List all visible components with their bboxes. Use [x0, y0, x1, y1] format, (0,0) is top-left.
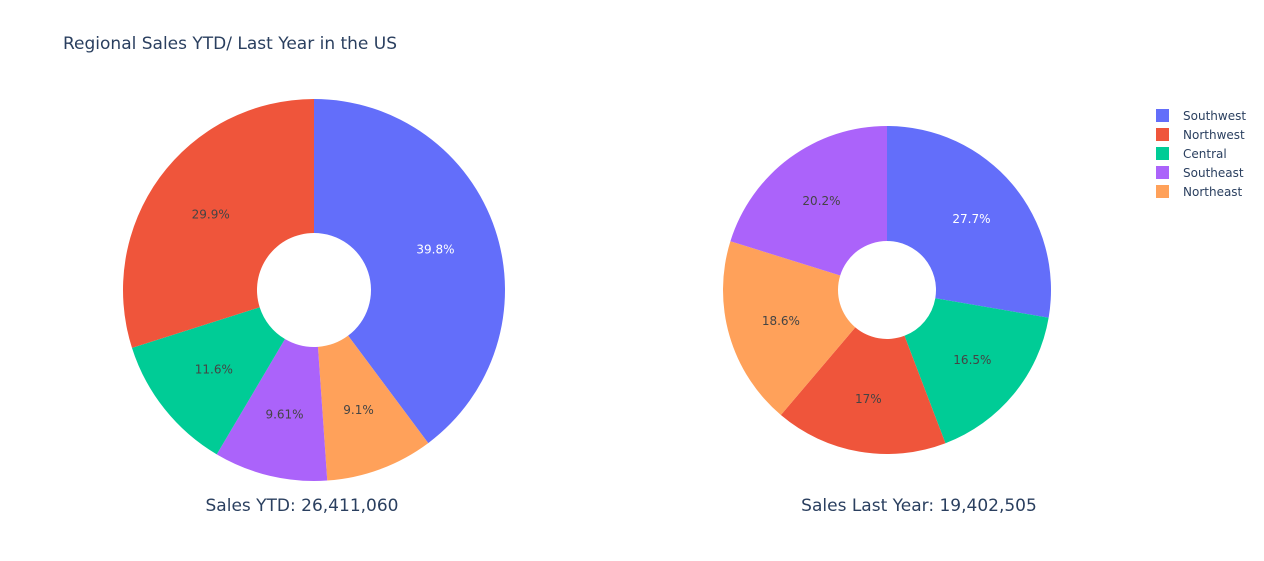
slice-percent-label: 9.1%: [343, 403, 374, 417]
legend-item[interactable]: Central: [1156, 144, 1246, 163]
legend-label: Northeast: [1183, 184, 1243, 199]
slice-percent-label: 18.6%: [762, 314, 800, 328]
legend-item[interactable]: Southeast: [1156, 163, 1246, 182]
chart-title: Regional Sales YTD/ Last Year in the US: [63, 34, 398, 54]
legend-swatch: [1156, 185, 1169, 198]
slice-percent-label: 29.9%: [192, 207, 230, 221]
legend-label: Southeast: [1183, 165, 1244, 180]
pie-slice-southeast[interactable]: [216, 339, 328, 481]
slice-percent-label: 27.7%: [952, 212, 990, 226]
slice-percent-label: 20.2%: [802, 194, 840, 208]
pie-slice-central[interactable]: [131, 307, 285, 455]
legend-item[interactable]: Northeast: [1156, 182, 1246, 201]
pie-slice-northwest[interactable]: [780, 327, 946, 454]
slice-percent-label: 17%: [855, 392, 882, 406]
slice-percent-label: 11.6%: [195, 363, 233, 377]
pie-slice-central[interactable]: [904, 298, 1049, 444]
pie-slice-northeast[interactable]: [723, 241, 856, 416]
pie-slice-southeast[interactable]: [730, 126, 887, 276]
slice-percent-label: 16.5%: [953, 353, 991, 367]
pie-slice-southwest[interactable]: [887, 126, 1052, 318]
legend-item[interactable]: Southwest: [1156, 106, 1246, 125]
slice-percent-label: 39.8%: [416, 243, 454, 257]
pie-slice-northeast[interactable]: [317, 335, 429, 481]
slice-percent-label: 9.61%: [265, 408, 303, 422]
legend: Southwest Northwest Central Southeast No…: [1156, 106, 1246, 201]
pie-ytd-subtitle: Sales YTD: 26,411,060: [205, 496, 399, 516]
legend-label: Southwest: [1183, 108, 1247, 123]
legend-label: Northwest: [1183, 127, 1245, 142]
legend-swatch: [1156, 147, 1169, 160]
legend-item[interactable]: Northwest: [1156, 125, 1246, 144]
legend-swatch: [1156, 128, 1169, 141]
pie-slice-northwest[interactable]: [122, 99, 314, 348]
legend-swatch: [1156, 109, 1169, 122]
legend-swatch: [1156, 166, 1169, 179]
pie-last-year-subtitle: Sales Last Year: 19,402,505: [801, 496, 1037, 516]
pie-slice-southwest[interactable]: [314, 99, 506, 444]
legend-label: Central: [1183, 146, 1227, 161]
